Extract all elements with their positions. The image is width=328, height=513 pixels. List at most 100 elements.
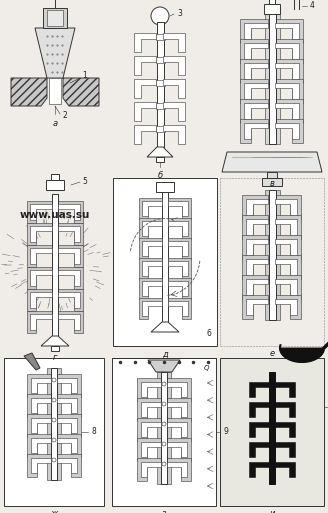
Polygon shape [27,245,52,267]
Circle shape [162,382,166,386]
Bar [156,157,164,162]
Polygon shape [58,311,83,333]
Polygon shape [27,414,51,437]
Polygon shape [246,239,268,255]
Polygon shape [275,123,299,139]
Polygon shape [242,295,268,319]
Polygon shape [275,279,297,295]
Bar [156,80,165,86]
Bar [162,192,168,322]
Polygon shape [142,281,162,296]
Bar [4,358,104,506]
Text: в: в [270,180,275,188]
Polygon shape [242,275,268,299]
Text: а: а [52,120,57,128]
Bar [156,103,165,109]
Bar [47,368,61,480]
Polygon shape [167,442,187,457]
Polygon shape [58,270,80,286]
Polygon shape [30,204,52,220]
Polygon shape [280,345,323,362]
Polygon shape [58,204,80,220]
Text: 2: 2 [63,111,67,121]
Polygon shape [137,418,161,441]
Polygon shape [249,402,269,417]
Polygon shape [249,422,269,437]
Polygon shape [41,336,69,346]
Polygon shape [167,382,187,397]
Polygon shape [275,219,297,235]
Polygon shape [244,123,268,139]
Text: www.uas.su: www.uas.su [20,210,90,220]
Polygon shape [242,215,268,239]
Polygon shape [168,198,191,219]
Bar [157,372,171,484]
Bar [156,126,165,132]
Polygon shape [167,398,191,421]
Polygon shape [58,292,80,308]
Bar [156,57,165,63]
Text: 1: 1 [83,70,87,80]
Polygon shape [168,261,188,276]
Text: и: и [269,509,275,513]
Polygon shape [27,201,52,223]
Bar [157,22,164,147]
Polygon shape [137,458,161,481]
Polygon shape [275,59,303,83]
Polygon shape [275,99,303,123]
Bar [264,4,280,14]
Polygon shape [275,299,297,315]
Polygon shape [222,152,322,172]
Polygon shape [58,248,80,264]
Polygon shape [163,102,185,121]
Polygon shape [246,199,268,215]
Polygon shape [275,19,303,43]
Polygon shape [163,56,185,75]
Polygon shape [275,63,299,79]
Polygon shape [57,394,81,417]
Polygon shape [163,33,185,52]
Polygon shape [275,235,301,259]
Polygon shape [134,102,156,121]
Polygon shape [58,223,83,245]
Polygon shape [31,378,51,393]
Polygon shape [246,279,268,295]
Polygon shape [11,78,47,106]
Polygon shape [57,378,77,393]
Polygon shape [168,281,188,296]
Polygon shape [275,79,303,103]
Polygon shape [275,295,301,319]
Polygon shape [244,63,268,79]
Polygon shape [168,298,191,319]
Polygon shape [139,218,162,239]
Polygon shape [58,314,80,330]
Polygon shape [242,255,268,279]
Polygon shape [58,289,83,311]
Polygon shape [240,99,268,123]
Bar [262,178,282,186]
Polygon shape [163,79,185,98]
Polygon shape [58,245,83,267]
Bar [269,190,276,320]
Polygon shape [58,201,83,223]
Polygon shape [134,79,156,98]
Text: 9: 9 [224,427,228,437]
Polygon shape [141,462,161,477]
Polygon shape [275,43,299,59]
Polygon shape [275,215,301,239]
Polygon shape [57,398,77,413]
Polygon shape [147,147,173,157]
Bar [265,190,280,320]
Text: д: д [162,349,168,359]
Polygon shape [167,418,191,441]
Bar [46,180,64,190]
Text: 6: 6 [207,329,212,339]
Bar [47,10,63,26]
Text: 3: 3 [177,10,182,18]
Polygon shape [134,125,156,144]
Polygon shape [168,258,191,279]
Polygon shape [31,458,51,473]
Polygon shape [27,267,52,289]
Bar [267,172,277,178]
Circle shape [52,438,56,442]
